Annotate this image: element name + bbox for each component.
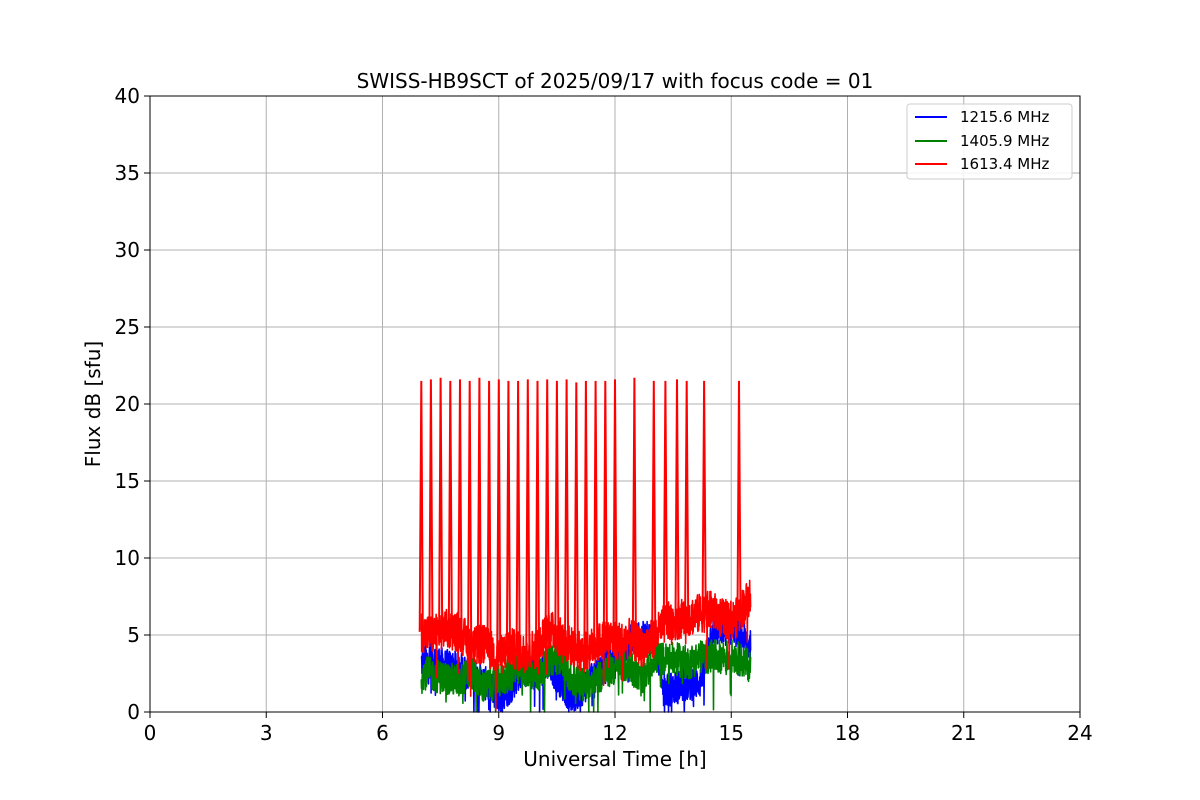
y-tick-label: 5 bbox=[127, 623, 140, 647]
series-spike bbox=[438, 377, 444, 631]
series-spike bbox=[684, 380, 690, 618]
y-tick-label: 35 bbox=[115, 161, 140, 185]
x-tick-label: 6 bbox=[376, 721, 389, 745]
series-spike bbox=[674, 379, 680, 620]
series-spike bbox=[496, 379, 502, 657]
x-tick-label: 9 bbox=[492, 721, 505, 745]
series-line-1613 bbox=[420, 579, 752, 712]
y-tick-label: 30 bbox=[115, 238, 140, 262]
x-tick-label: 0 bbox=[144, 721, 157, 745]
y-tick-label: 40 bbox=[115, 84, 140, 108]
x-axis-ticks: 0 3 6 9 12 15 18 21 24 bbox=[144, 712, 1093, 745]
x-tick-label: 12 bbox=[602, 721, 627, 745]
series-spike bbox=[418, 380, 424, 632]
series-spike bbox=[651, 380, 657, 639]
y-tick-label: 15 bbox=[115, 469, 140, 493]
series-spike bbox=[515, 380, 521, 652]
series-spike bbox=[602, 380, 608, 640]
series-spike bbox=[486, 380, 492, 649]
series-spike bbox=[457, 379, 463, 632]
x-tick-label: 15 bbox=[719, 721, 744, 745]
series-spike bbox=[701, 380, 707, 613]
series-line-1405 bbox=[420, 638, 752, 713]
y-axis-label: Flux dB [sfu] bbox=[81, 341, 105, 467]
series-spike bbox=[525, 379, 531, 652]
series-spike bbox=[467, 380, 473, 645]
series-spike bbox=[535, 380, 540, 648]
series-spike bbox=[612, 379, 618, 641]
series-spike bbox=[476, 377, 482, 646]
series-spike bbox=[505, 380, 511, 649]
x-tick-label: 21 bbox=[951, 721, 976, 745]
x-axis-label: Universal Time [h] bbox=[523, 747, 706, 771]
y-axis-ticks: 0 5 10 15 20 25 30 35 40 bbox=[115, 84, 150, 724]
plot-series bbox=[418, 377, 752, 713]
series-spike bbox=[631, 377, 637, 642]
series-spike bbox=[447, 380, 453, 631]
y-tick-label: 25 bbox=[115, 315, 140, 339]
x-tick-label: 3 bbox=[260, 721, 273, 745]
y-tick-label: 20 bbox=[115, 392, 140, 416]
series-spike bbox=[662, 380, 668, 623]
x-tick-label: 24 bbox=[1067, 721, 1092, 745]
y-tick-label: 10 bbox=[115, 546, 140, 570]
legend-label-1215: 1215.6 MHz bbox=[960, 108, 1049, 126]
series-spike bbox=[554, 380, 560, 636]
series-spike bbox=[544, 379, 550, 632]
legend-label-1405: 1405.9 MHz bbox=[960, 132, 1049, 150]
series-spike bbox=[573, 382, 579, 650]
legend-label-1613: 1613.4 MHz bbox=[960, 155, 1049, 173]
series-spike bbox=[583, 380, 589, 652]
chart-title: SWISS-HB9SCT of 2025/09/17 with focus co… bbox=[357, 69, 874, 93]
series-spike bbox=[564, 379, 570, 643]
series-spike bbox=[736, 380, 742, 614]
x-tick-label: 18 bbox=[835, 721, 860, 745]
legend-box bbox=[906, 103, 1073, 180]
series-spike bbox=[593, 380, 599, 645]
y-tick-label: 0 bbox=[127, 700, 140, 724]
legend: 1215.6 MHz 1405.9 MHz 1613.4 MHz bbox=[906, 103, 1073, 180]
series-spike bbox=[428, 379, 434, 635]
